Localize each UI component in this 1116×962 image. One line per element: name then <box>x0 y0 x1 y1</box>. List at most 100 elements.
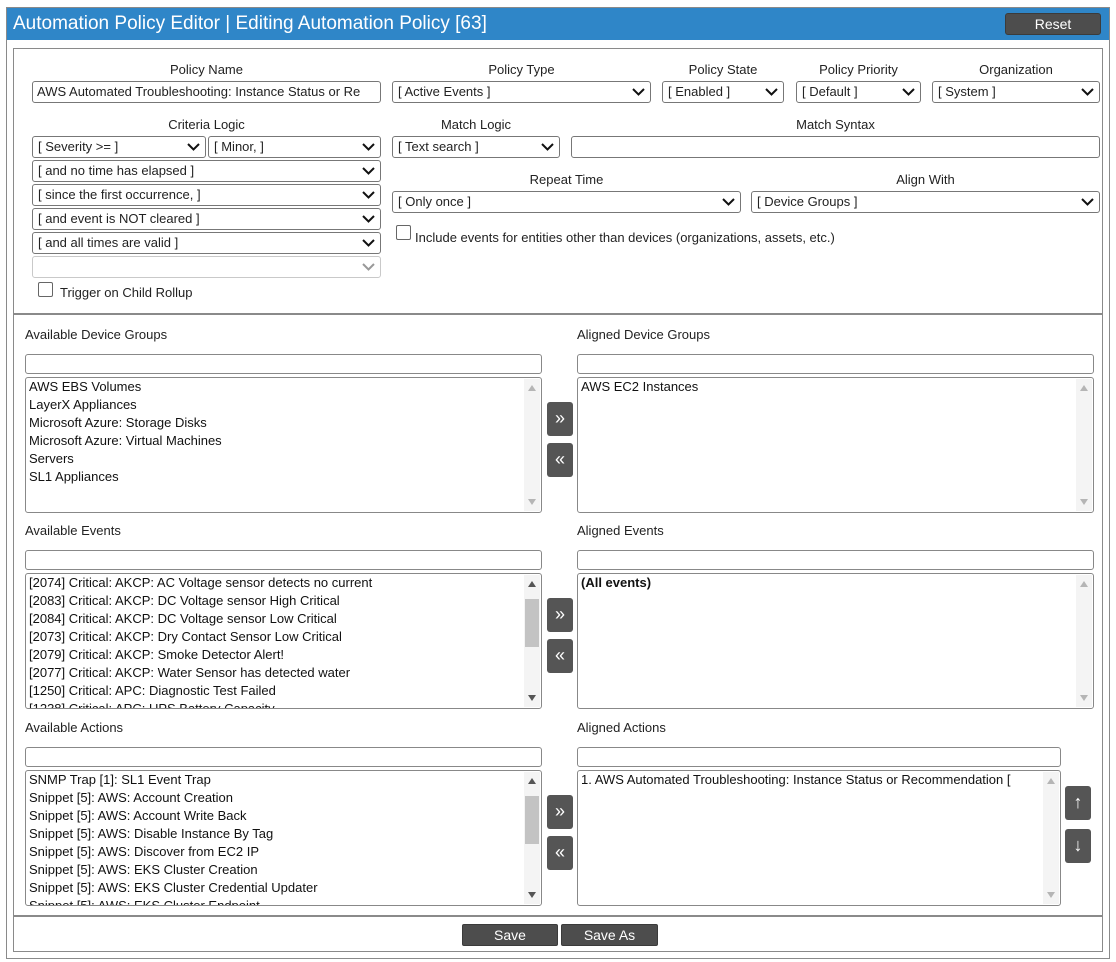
list-item[interactable]: [2074] Critical: AKCP: AC Voltage sensor… <box>29 575 373 590</box>
scroll-down-icon[interactable] <box>1080 695 1088 701</box>
chevron-down-icon <box>902 88 915 96</box>
list-item[interactable]: [2079] Critical: AKCP: Smoke Detector Al… <box>29 647 285 662</box>
chevron-down-icon <box>1081 88 1094 96</box>
include-entities-checkbox[interactable] <box>396 225 411 240</box>
list-item[interactable]: Snippet [5]: AWS: Account Creation <box>29 790 234 805</box>
add-device-group-button[interactable]: » <box>547 402 573 436</box>
list-item[interactable]: Servers <box>29 451 74 466</box>
list-item[interactable]: Snippet [5]: AWS: Account Write Back <box>29 808 247 823</box>
chevron-down-icon <box>187 143 200 151</box>
aligned-events-list[interactable]: (All events) <box>577 573 1094 709</box>
scroll-down-icon[interactable] <box>1080 499 1088 505</box>
scroll-up-icon[interactable] <box>1080 581 1088 587</box>
move-action-up-button[interactable]: ↑ <box>1065 786 1091 820</box>
organization-select[interactable]: [ System ] <box>932 81 1100 103</box>
organization-label: Organization <box>979 62 1053 77</box>
occurrence-select[interactable]: [ since the first occurrence, ] <box>32 184 381 206</box>
scroll-down-icon[interactable] <box>1047 892 1055 898</box>
match-syntax-input[interactable] <box>571 136 1100 158</box>
available-actions-list[interactable]: SNMP Trap [1]: SL1 Event Trap Snippet [5]… <box>25 770 542 906</box>
list-item[interactable]: [2084] Critical: AKCP: DC Voltage sensor… <box>29 611 337 626</box>
trigger-child-rollup-checkbox[interactable] <box>38 282 53 297</box>
scrollbar[interactable] <box>524 772 540 904</box>
policy-state-label: Policy State <box>688 62 758 77</box>
aligned-actions-list[interactable]: 1. AWS Automated Troubleshooting: Instan… <box>577 770 1061 906</box>
scrollbar[interactable] <box>524 379 540 511</box>
list-item[interactable]: Snippet [5]: AWS: Discover from EC2 IP <box>29 844 259 859</box>
scroll-down-icon[interactable] <box>528 695 536 701</box>
policy-name-input[interactable]: AWS Automated Troubleshooting: Instance … <box>32 81 381 103</box>
policy-type-select[interactable]: [ Active Events ] <box>392 81 651 103</box>
available-device-groups-items: AWS EBS Volumes LayerX Appliances Microsof… <box>29 378 521 512</box>
list-item[interactable]: (All events) <box>581 575 652 590</box>
aligned-device-groups-filter[interactable] <box>577 354 1094 374</box>
available-events-list[interactable]: [2074] Critical: AKCP: AC Voltage sensor… <box>25 573 542 709</box>
scrollbar[interactable] <box>1076 379 1092 511</box>
list-item[interactable]: AWS EBS Volumes <box>29 379 142 394</box>
policy-state-select[interactable]: [ Enabled ] <box>662 81 784 103</box>
scrollbar[interactable] <box>1043 772 1059 904</box>
list-item[interactable]: [2083] Critical: AKCP: DC Voltage sensor… <box>29 593 340 608</box>
available-device-groups-filter[interactable] <box>25 354 542 374</box>
policy-name-label: Policy Name <box>170 62 243 77</box>
remove-action-button[interactable]: « <box>547 836 573 870</box>
scroll-down-icon[interactable] <box>528 892 536 898</box>
align-with-select[interactable]: [ Device Groups ] <box>751 191 1100 213</box>
available-actions-filter[interactable] <box>25 747 542 767</box>
scrollbar-thumb[interactable] <box>525 796 539 844</box>
scroll-up-icon[interactable] <box>1047 778 1055 784</box>
move-action-down-button[interactable]: ↓ <box>1065 829 1091 863</box>
severity-operator-select[interactable]: [ Severity >= ] <box>32 136 206 158</box>
include-entities-label: Include events for entities other than d… <box>415 230 835 245</box>
scroll-up-icon[interactable] <box>528 778 536 784</box>
policy-priority-select[interactable]: [ Default ] <box>796 81 921 103</box>
aligned-events-filter[interactable] <box>577 550 1094 570</box>
available-actions-label: Available Actions <box>25 720 124 735</box>
list-item[interactable]: 1. AWS Automated Troubleshooting: Instan… <box>581 772 1011 787</box>
aligned-actions-label: Aligned Actions <box>577 720 666 735</box>
repeat-time-select[interactable]: [ Only once ] <box>392 191 741 213</box>
chevron-down-icon <box>362 239 375 247</box>
list-item[interactable]: Snippet [5]: AWS: Disable Instance By Ta… <box>29 826 274 841</box>
list-item[interactable]: Microsoft Azure: Storage Disks <box>29 415 207 430</box>
list-item[interactable]: [2077] Critical: AKCP: Water Sensor has … <box>29 665 351 680</box>
list-item[interactable]: SL1 Appliances <box>29 469 119 484</box>
list-item[interactable]: AWS EC2 Instances <box>581 379 699 394</box>
scroll-up-icon[interactable] <box>528 581 536 587</box>
chevron-down-icon <box>765 88 778 96</box>
add-event-button[interactable]: » <box>547 598 573 632</box>
list-item[interactable]: Microsoft Azure: Virtual Machines <box>29 433 222 448</box>
available-device-groups-list[interactable]: AWS EBS Volumes LayerX Appliances Microsof… <box>25 377 542 513</box>
list-item[interactable]: Snippet [5]: AWS: EKS Cluster Creation <box>29 862 258 877</box>
remove-device-group-button[interactable]: « <box>547 443 573 477</box>
aligned-actions-filter[interactable] <box>577 747 1061 767</box>
match-logic-select[interactable]: [ Text search ] <box>392 136 560 158</box>
policy-type-label: Policy Type <box>488 62 555 77</box>
list-item[interactable]: [1250] Critical: APC: Diagnostic Test Fa… <box>29 683 276 698</box>
list-item[interactable]: SNMP Trap [1]: SL1 Event Trap <box>29 772 211 787</box>
save-as-button[interactable]: Save As <box>561 924 658 946</box>
cleared-select[interactable]: [ and event is NOT cleared ] <box>32 208 381 230</box>
list-item[interactable]: [1238] Critical: APC: UPS Battery Capaci… <box>29 700 521 708</box>
remove-event-button[interactable]: « <box>547 639 573 673</box>
list-item[interactable]: [2073] Critical: AKCP: Dry Contact Senso… <box>29 629 342 644</box>
times-valid-select[interactable]: [ and all times are valid ] <box>32 232 381 254</box>
scrollbar[interactable] <box>524 575 540 707</box>
reset-button[interactable]: Reset <box>1005 13 1101 35</box>
list-item[interactable]: Snippet [5]: AWS: EKS Cluster Endpoint <box>29 897 521 905</box>
scrollbar-thumb[interactable] <box>525 599 539 647</box>
chevron-down-icon <box>362 263 375 271</box>
severity-value-select[interactable]: [ Minor, ] <box>208 136 381 158</box>
list-item[interactable]: Snippet [5]: AWS: EKS Cluster Credential… <box>29 880 318 895</box>
save-button[interactable]: Save <box>462 924 558 946</box>
scroll-down-icon[interactable] <box>528 499 536 505</box>
scroll-up-icon[interactable] <box>1080 385 1088 391</box>
scrollbar[interactable] <box>1076 575 1092 707</box>
aligned-device-groups-list[interactable]: AWS EC2 Instances <box>577 377 1094 513</box>
list-item[interactable]: LayerX Appliances <box>29 397 137 412</box>
time-elapsed-select[interactable]: [ and no time has elapsed ] <box>32 160 381 182</box>
available-events-filter[interactable] <box>25 550 542 570</box>
add-action-button[interactable]: » <box>547 795 573 829</box>
extra-criteria-select[interactable] <box>32 256 381 278</box>
scroll-up-icon[interactable] <box>528 385 536 391</box>
